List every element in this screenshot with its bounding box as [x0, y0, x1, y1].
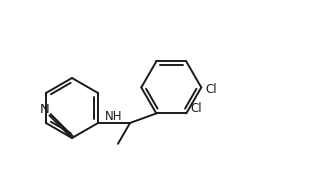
- Text: Cl: Cl: [190, 102, 202, 115]
- Text: N: N: [40, 103, 49, 116]
- Text: Cl: Cl: [205, 83, 217, 96]
- Text: NH: NH: [105, 109, 123, 123]
